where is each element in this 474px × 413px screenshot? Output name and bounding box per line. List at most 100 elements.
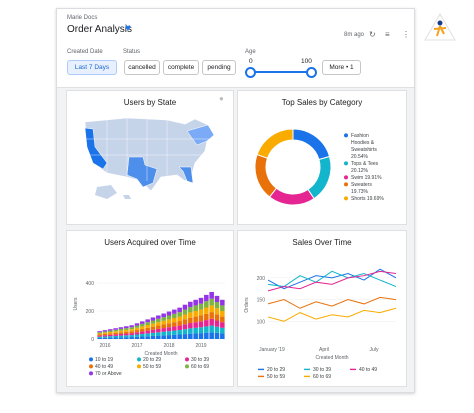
bar-seg-6-14 bbox=[172, 309, 177, 314]
bar-legend-text-1: 20 to 29 bbox=[143, 357, 161, 363]
bar-seg-6-18 bbox=[193, 299, 198, 306]
bar-seg-4-0 bbox=[97, 333, 102, 335]
donut-legend-text-0: Fashion bbox=[351, 133, 369, 139]
bar-seg-2-19 bbox=[198, 321, 204, 328]
bar-legend-swatch-3 bbox=[89, 364, 93, 369]
bar-seg-6-16 bbox=[182, 304, 188, 310]
age-slider-max-handle[interactable] bbox=[306, 67, 317, 78]
bar-seg-0-10 bbox=[150, 335, 156, 339]
breadcrumb[interactable]: Marie Docs bbox=[67, 15, 98, 21]
bar-seg-2-15 bbox=[177, 325, 182, 331]
bar-seg-2-2 bbox=[108, 334, 113, 337]
bar-seg-5-2 bbox=[108, 330, 113, 332]
bar-seg-2-6 bbox=[129, 333, 134, 336]
bar-seg-3-4 bbox=[118, 332, 124, 334]
filter-icon[interactable]: ≡ bbox=[385, 30, 390, 39]
bar-seg-3-3 bbox=[113, 332, 118, 335]
age-max-value: 100 bbox=[301, 58, 312, 65]
filter-label-age: Age bbox=[245, 49, 256, 55]
bar-seg-1-20 bbox=[204, 326, 209, 333]
bar-seg-0-14 bbox=[172, 334, 177, 339]
bar-legend-swatch-2 bbox=[185, 357, 189, 362]
donut-legend-swatch-7 bbox=[344, 182, 348, 187]
bar-xtick-2: 2018 bbox=[163, 343, 174, 349]
created-date-chip[interactable]: Last 7 Days bbox=[67, 60, 117, 75]
line-ytick-1: 150 bbox=[257, 298, 266, 304]
bar-seg-1-14 bbox=[172, 330, 177, 335]
bar-seg-2-5 bbox=[124, 333, 129, 336]
bar-legend-text-3: 40 to 49 bbox=[95, 364, 113, 370]
more-filters-chip[interactable]: More • 1 bbox=[322, 60, 361, 75]
bar-seg-1-10 bbox=[150, 332, 156, 336]
bar-seg-5-5 bbox=[124, 328, 129, 330]
bar-seg-5-3 bbox=[113, 329, 118, 332]
bar-seg-3-2 bbox=[108, 333, 113, 335]
donut-legend-text-8: 19.73% bbox=[351, 189, 369, 195]
bar-seg-1-16 bbox=[182, 329, 188, 335]
line-legend-text-4: 60 to 69 bbox=[313, 374, 331, 380]
bar-seg-5-14 bbox=[172, 313, 177, 318]
bar-seg-3-15 bbox=[177, 321, 182, 326]
bar-seg-3-11 bbox=[156, 325, 161, 329]
bar-seg-4-11 bbox=[156, 322, 161, 326]
bar-seg-6-19 bbox=[198, 297, 204, 304]
line-series-1 bbox=[267, 270, 397, 288]
donut-slice-0 bbox=[292, 128, 331, 161]
donut-legend-text-3: 20.54% bbox=[351, 154, 369, 160]
card-menu-icon[interactable]: ● bbox=[219, 94, 224, 103]
bar-seg-0-23 bbox=[220, 333, 225, 339]
bar-seg-6-23 bbox=[220, 299, 225, 306]
bar-seg-5-9 bbox=[145, 322, 150, 325]
bar-seg-3-19 bbox=[198, 315, 204, 322]
stacked-title: Users Acquired over Time bbox=[104, 238, 196, 247]
bar-seg-5-0 bbox=[97, 332, 102, 334]
us-map[interactable] bbox=[67, 91, 233, 224]
donut-legend-text-5: 20.12% bbox=[351, 168, 369, 174]
bar-seg-4-7 bbox=[134, 327, 140, 331]
bar-seg-6-22 bbox=[214, 295, 220, 303]
filter-label-status: Status bbox=[123, 49, 141, 55]
bar-seg-6-4 bbox=[118, 327, 124, 329]
us-map-northeast bbox=[186, 124, 215, 146]
bar-seg-5-12 bbox=[161, 317, 166, 321]
line-ytick-0: 100 bbox=[257, 319, 266, 325]
us-map-alaska bbox=[95, 185, 117, 199]
bar-seg-4-22 bbox=[214, 308, 220, 315]
bar-seg-5-10 bbox=[150, 320, 156, 324]
donut-slice-1 bbox=[307, 155, 332, 200]
more-vert-icon[interactable]: ⋮ bbox=[402, 30, 410, 39]
status-chip-pending[interactable]: pending bbox=[202, 60, 236, 75]
donut-legend-text-2: Sweatshirts bbox=[351, 147, 377, 153]
donut-legend-swatch-4 bbox=[344, 161, 348, 166]
stacked-bar-chart[interactable]: 0 200 400 Users 2016 2017 2018 2019 Created Mont… bbox=[67, 231, 233, 386]
age-slider-track[interactable] bbox=[249, 71, 309, 73]
bar-legend-text-0: 10 to 19 bbox=[95, 357, 113, 363]
favorite-heart-icon[interactable]: ♥ bbox=[125, 23, 131, 34]
line-chart[interactable]: 100 150 200 Orders January '19 April July Creat… bbox=[238, 231, 406, 386]
status-chip-cancelled[interactable]: cancelled bbox=[124, 60, 160, 75]
line-ylabel: Orders bbox=[244, 297, 250, 313]
bar-seg-1-7 bbox=[134, 334, 140, 337]
status-chip-complete[interactable]: complete bbox=[163, 60, 199, 75]
bar-seg-2-23 bbox=[220, 322, 225, 328]
bar-seg-0-2 bbox=[108, 337, 113, 339]
age-slider-min-handle[interactable] bbox=[245, 67, 256, 78]
sales-over-time-card: Sales Over Time 100 150 200 Orders January '… bbox=[237, 230, 407, 387]
bar-seg-6-2 bbox=[108, 329, 113, 331]
bar-seg-4-20 bbox=[204, 307, 209, 314]
bar-seg-1-21 bbox=[209, 325, 214, 333]
bar-seg-4-14 bbox=[172, 318, 177, 323]
bar-seg-5-17 bbox=[188, 307, 193, 313]
bar-seg-0-16 bbox=[182, 334, 188, 339]
bar-seg-3-16 bbox=[182, 319, 188, 325]
donut-legend-swatch-0 bbox=[344, 133, 348, 138]
refresh-icon[interactable]: ↻ bbox=[369, 30, 376, 39]
bar-seg-2-12 bbox=[161, 328, 166, 332]
bar-seg-4-15 bbox=[177, 316, 182, 322]
bar-seg-4-18 bbox=[193, 311, 198, 317]
donut-slice-2 bbox=[268, 187, 315, 206]
bar-seg-3-8 bbox=[140, 328, 145, 332]
bar-seg-5-20 bbox=[204, 301, 209, 308]
bar-seg-1-22 bbox=[214, 326, 220, 333]
